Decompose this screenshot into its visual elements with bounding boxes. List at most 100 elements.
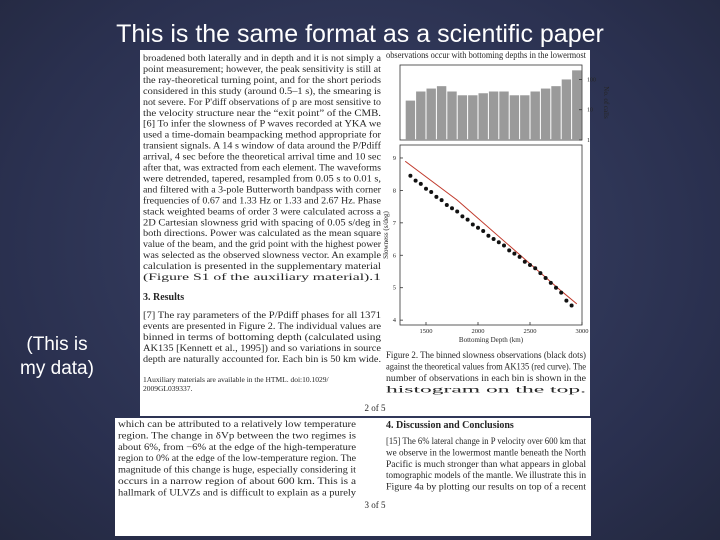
page-number: 3 of 5 [365, 500, 386, 510]
hist-bar [572, 70, 582, 140]
paper-line: which can be attributed to a relatively … [118, 419, 356, 429]
hist-tick-label: 10 [587, 108, 593, 114]
y-tick-label: 4 [393, 317, 397, 324]
data-point [548, 280, 553, 285]
hist-tick-label: 1 [587, 138, 590, 144]
x-tick-label: 2000 [472, 328, 485, 335]
y-tick-label: 5 [393, 285, 396, 292]
paper-line: region to 0% at the edge of the low-temp… [118, 453, 356, 463]
theory-curve [404, 160, 578, 305]
paper-line: tomographic models of the mantle. We ill… [386, 470, 586, 480]
data-point [543, 275, 548, 280]
data-point [554, 285, 558, 290]
data-point [517, 254, 522, 259]
paper-line: [15] The 6% lateral change in P velocity… [386, 436, 586, 446]
data-point [564, 298, 569, 303]
caption-line: against the theoretical values from AK13… [386, 362, 586, 372]
data-point [450, 206, 454, 211]
slide-note: (This is [26, 334, 87, 355]
data-point [439, 198, 444, 203]
data-point [429, 190, 434, 195]
paper-line: point measurement; however, the peak sen… [143, 64, 381, 74]
paper-line: depth are naturally accounted for. Each … [143, 354, 381, 364]
y-tick-label: 9 [393, 155, 396, 162]
data-point [502, 243, 506, 248]
x-tick-label: 2500 [524, 328, 537, 335]
paper-line: and filtered with a 3-pole Butterworth b… [143, 184, 381, 194]
hist-bar [488, 91, 499, 140]
data-point [512, 251, 517, 256]
paper-line: [6] To infer the slowness of P waves rec… [143, 119, 381, 129]
paper-line: broadened both laterally and in depth an… [143, 53, 381, 63]
section-heading: 3. Results [143, 292, 184, 303]
hist-bar [405, 100, 416, 140]
paper-line: both directions. Power was calculated as… [143, 228, 381, 238]
caption-line: Figure 2. The binned slowness observatio… [386, 350, 586, 360]
paper-line: was selected as the observed slowness ve… [143, 250, 381, 260]
data-point [465, 217, 470, 222]
paper-line: used a time-domain beampacking method ap… [143, 130, 381, 140]
paper-line: calculation is presented in the suppleme… [143, 261, 382, 271]
hist-bar [509, 95, 520, 140]
data-point [476, 225, 480, 230]
hist-bar [551, 86, 561, 140]
data-point [408, 173, 413, 178]
section-heading: 4. Discussion and Conclusions [386, 420, 514, 431]
hist-bar [447, 91, 457, 140]
y-tick-label: 8 [393, 187, 396, 194]
data-point [470, 222, 475, 227]
paper-line: considered in this study (around 0.5–1 s… [143, 86, 381, 96]
data-point [444, 203, 449, 207]
data-point [569, 303, 574, 308]
paper-line: Pacific is much stronger than what appea… [386, 459, 586, 469]
x-tick-label: 1500 [420, 328, 433, 335]
paper-line: events are presented in Figure 2. The in… [143, 321, 381, 331]
paper-line: occurs in a narrow region of about 600 k… [118, 476, 356, 486]
paper-line: stack weighted beams of order 3 were cal… [143, 206, 381, 216]
x-tick-label: 3000 [576, 328, 589, 335]
paper-line: transient signals. A 14 s window of data… [143, 141, 382, 151]
paper-page-bottom [115, 418, 591, 536]
hist-bar [426, 88, 436, 140]
data-point [413, 178, 418, 183]
page-number: 2 of 5 [365, 403, 386, 413]
footnote-line: 1Auxiliary materials are available in th… [143, 375, 329, 384]
hist-bar [478, 93, 488, 140]
paper-line: 2D Cartesian slowness grid with spacing … [143, 217, 381, 227]
hist-bar [457, 95, 468, 140]
data-point [533, 266, 538, 271]
paper-line: observations occur with bottoming depths… [386, 50, 586, 60]
paper-line: region. The change in δVp between the tw… [118, 430, 356, 440]
hist-bar [530, 91, 540, 140]
data-point [418, 181, 423, 186]
data-point [538, 271, 543, 276]
paper-line: not severe. For P'diff observations of p… [143, 97, 381, 107]
data-point [559, 290, 564, 295]
paper-line: we observe in the lowermost mantle benea… [386, 447, 586, 457]
data-point [460, 214, 465, 219]
y-axis-label: Slowness (s/deg) [382, 211, 390, 259]
data-point [522, 259, 527, 264]
caption-line: histogram on the top. [386, 385, 586, 395]
data-point [434, 194, 439, 199]
paper-line: AK135 [Kennett et al., 1995]) and so var… [143, 343, 381, 353]
paper-line: frequencies of 0.67 and 1.33 Hz or 1.33 … [143, 195, 381, 205]
hist-bar [499, 91, 509, 140]
paper-line: were detrended, tapered, resampled from … [143, 173, 381, 183]
paper-line: after that, was extracted from each elem… [143, 163, 381, 173]
hist-bar [540, 88, 551, 140]
hist-bar [468, 95, 478, 140]
paper-line: about 6%, from −6% at the edge of the hi… [118, 442, 356, 452]
paper-line: the ray-theoretical turning point, and f… [143, 75, 381, 85]
y-tick-label: 7 [393, 220, 397, 227]
slide-title: This is the same format as a scientific … [116, 20, 604, 48]
paper-line: Figure 4a by plotting our results on top… [386, 482, 586, 492]
hist-bar [561, 79, 572, 140]
paper-line: magnitude of this change is huge, especi… [118, 465, 356, 475]
caption-line: number of observations in each bin is sh… [386, 373, 586, 383]
footnote-line: 2009GL039337. [143, 384, 192, 393]
data-point [491, 237, 496, 242]
hist-tick-label: 100 [587, 77, 596, 83]
hist-bar [416, 91, 426, 140]
